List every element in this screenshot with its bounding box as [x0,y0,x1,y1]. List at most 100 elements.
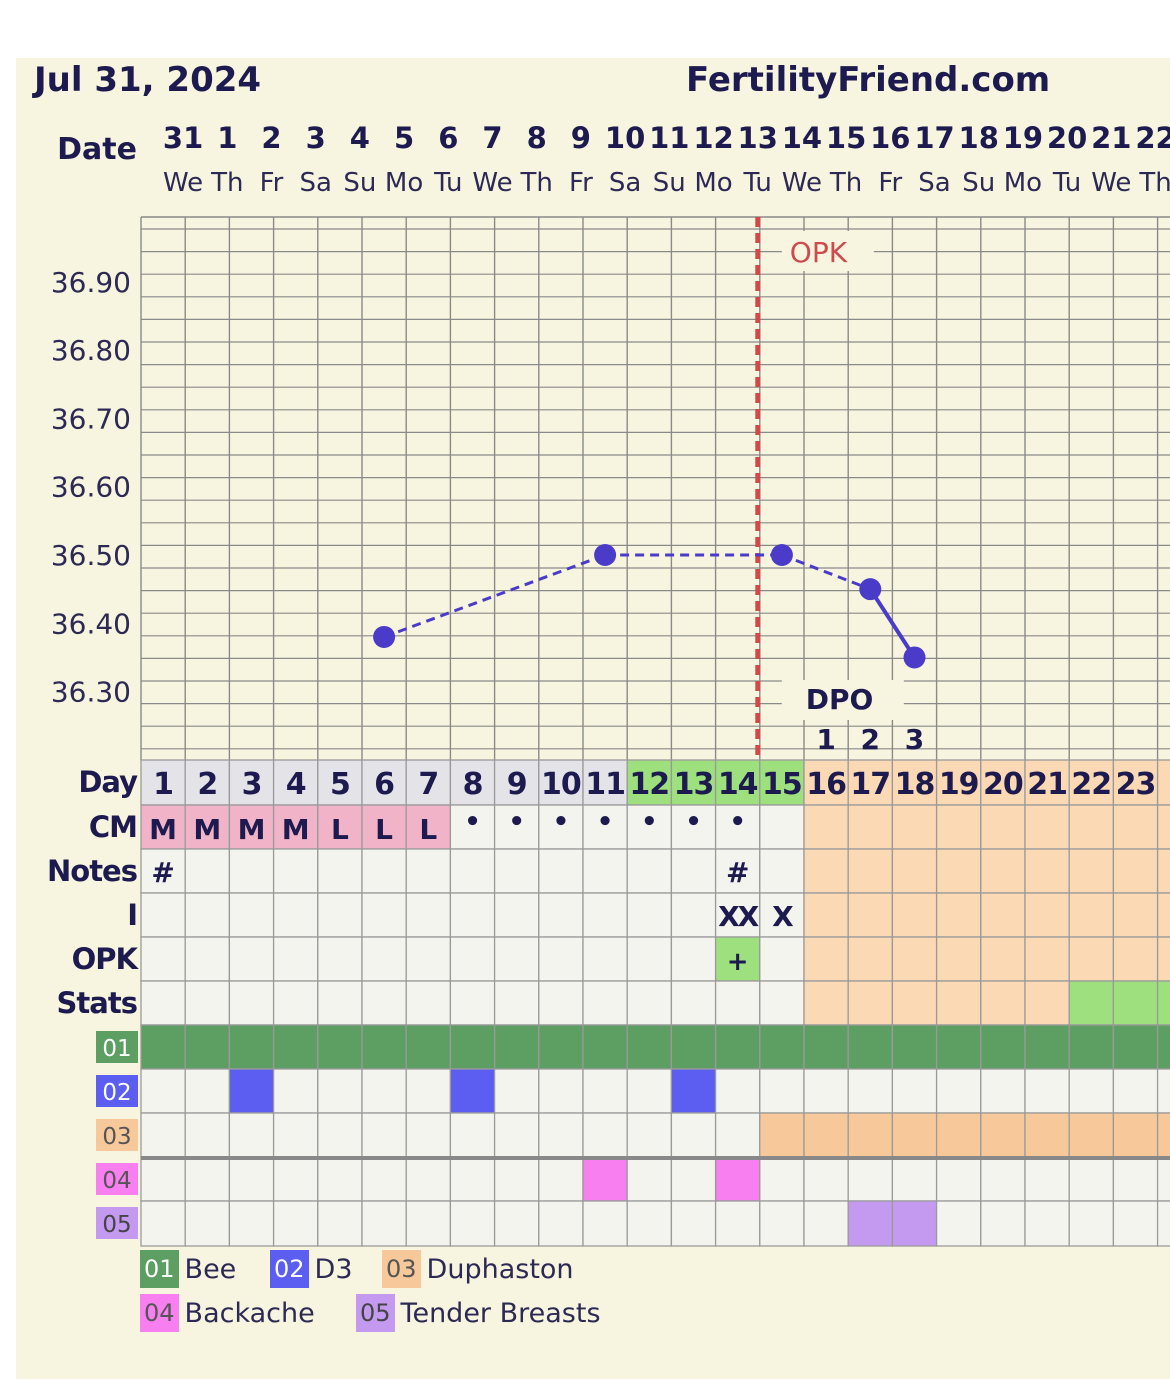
table-cell-intercourse [582,892,628,938]
table-cell-notes [1112,848,1159,894]
table-cell-custom-04 [538,1156,584,1202]
table-cell-cm [140,804,186,850]
custom-row-swatch-01 [96,1031,138,1063]
table-cell-custom-05 [759,1200,805,1247]
table-cell-custom-05 [317,1200,363,1247]
table-cell-opk [140,936,186,982]
table-cell-custom-05 [449,1200,496,1247]
row-label-opk: OPK [72,942,140,976]
table-cell-notes [1068,848,1115,894]
table-cell-stats [405,980,452,1026]
weekday-tick-label: Th [1138,168,1170,198]
table-cell-custom-04 [803,1156,849,1202]
table-cell-custom-01 [847,1024,894,1070]
dpo-label-box [781,680,904,720]
temperature-point [859,578,882,601]
table-cell-stats [228,980,275,1026]
cm-value: L [375,813,393,846]
table-cell-custom-01 [935,1024,982,1070]
table-cell-custom-03 [405,1112,452,1158]
cycle-day-label: 6 [374,767,394,802]
table-cell-opk [847,936,894,982]
custom-row-swatch-04 [96,1163,138,1195]
legend-duphaston-label: Duphaston [426,1253,574,1285]
cm-value: • [641,807,658,837]
row-label-day: Day [78,765,138,799]
date-tick-label: 20 [1047,121,1087,155]
table-cell-notes [493,848,540,894]
date-tick-label: 15 [826,121,866,155]
legend-backache: 04 Backache [140,1294,315,1332]
table-cell-stats [272,980,319,1026]
weekday-tick-label: Su [653,168,686,198]
cycle-day-label: 4 [286,767,306,802]
date-tick-label: 21 [1091,121,1131,155]
y-tick-label: 36.50 [51,539,131,572]
table-cell-custom-02 [317,1068,363,1114]
chart-date: Jul 31, 2024 [34,60,262,100]
weekday-tick-label: Sa [609,168,641,198]
temperature-point [770,544,793,566]
table-cell-custom-03 [1156,1112,1170,1158]
temperature-point [594,544,617,566]
table-cell-custom-01 [582,1024,628,1070]
weekday-tick-label: Tu [742,168,771,198]
table-cell-custom-02 [935,1068,982,1114]
custom-row-label-03: 03 [102,1124,131,1150]
table-cell-notes [272,848,319,894]
weekday-tick-label: We [472,168,512,198]
table-cell-day [184,759,231,806]
table-cell-custom-02 [980,1068,1026,1114]
table-cell-custom-05 [714,1200,761,1247]
table-cell-custom-05 [361,1200,407,1247]
table-cell-custom-01 [626,1024,673,1070]
table-cell-opk [1068,936,1115,982]
cycle-day-label: 20 [983,767,1023,802]
table-cell-day [361,759,407,806]
table-cell-opk [1112,936,1159,982]
cm-value: M [282,813,310,846]
table-cell-opk [980,936,1026,982]
weekday-tick-label: Mo [1004,168,1042,198]
site-name: FertilityFriend.com [686,60,1051,100]
table-cell-cm [1024,804,1070,850]
table-cell-custom-01 [1024,1024,1070,1070]
table-cell-opk [626,936,673,982]
dpo-value-label: 1 [816,723,835,756]
table-cell-opk [449,936,496,982]
table-cell-custom-03 [493,1112,540,1158]
table-cell-stats [140,980,186,1026]
table-cell-custom-03 [714,1112,761,1158]
date-tick-label: 19 [1003,121,1043,155]
table-cell-intercourse [317,892,363,938]
cycle-day-label: 13 [674,767,714,802]
table-cell-notes [184,848,231,894]
date-tick-label: 7 [482,121,502,155]
legend-tender-breasts-swatch: 05 [356,1294,395,1332]
table-cell-custom-01 [493,1024,540,1070]
table-cell-intercourse [140,892,186,938]
cm-value: • [729,807,746,837]
table-cell-custom-05 [891,1200,938,1247]
table-cell-stats [803,980,849,1026]
weekday-tick-label: Mo [694,168,732,198]
table-cell-stats [449,980,496,1026]
table-cell-custom-03 [1068,1112,1115,1158]
table-cell-cm [272,804,319,850]
weekday-tick-label: Sa [299,168,331,198]
table-cell-stats [759,980,805,1026]
table-cell-custom-05 [184,1200,231,1247]
table-cell-stats [980,980,1026,1026]
cm-value: • [464,807,481,837]
date-row-label: Date [57,132,137,167]
table-cell-stats [1068,980,1115,1026]
temperature-point [373,625,396,648]
cycle-day-label: 1 [153,767,173,802]
table-cell-notes [847,848,894,894]
table-cell-stats [1024,980,1070,1026]
table-cell-day [980,759,1026,806]
table-cell-custom-05 [803,1200,849,1247]
table-cell-custom-03 [759,1112,805,1158]
table-cell-stats [184,980,231,1026]
table-cell-cm [759,804,805,850]
